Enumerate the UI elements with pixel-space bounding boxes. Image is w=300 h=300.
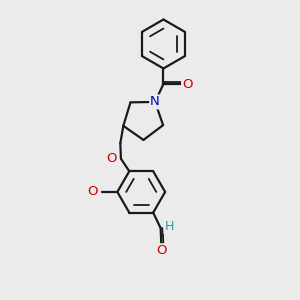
Text: N: N [150,95,160,108]
Text: O: O [182,77,193,91]
Text: O: O [87,185,98,198]
Text: O: O [107,152,117,165]
Text: O: O [156,244,166,257]
Text: H: H [164,220,174,233]
